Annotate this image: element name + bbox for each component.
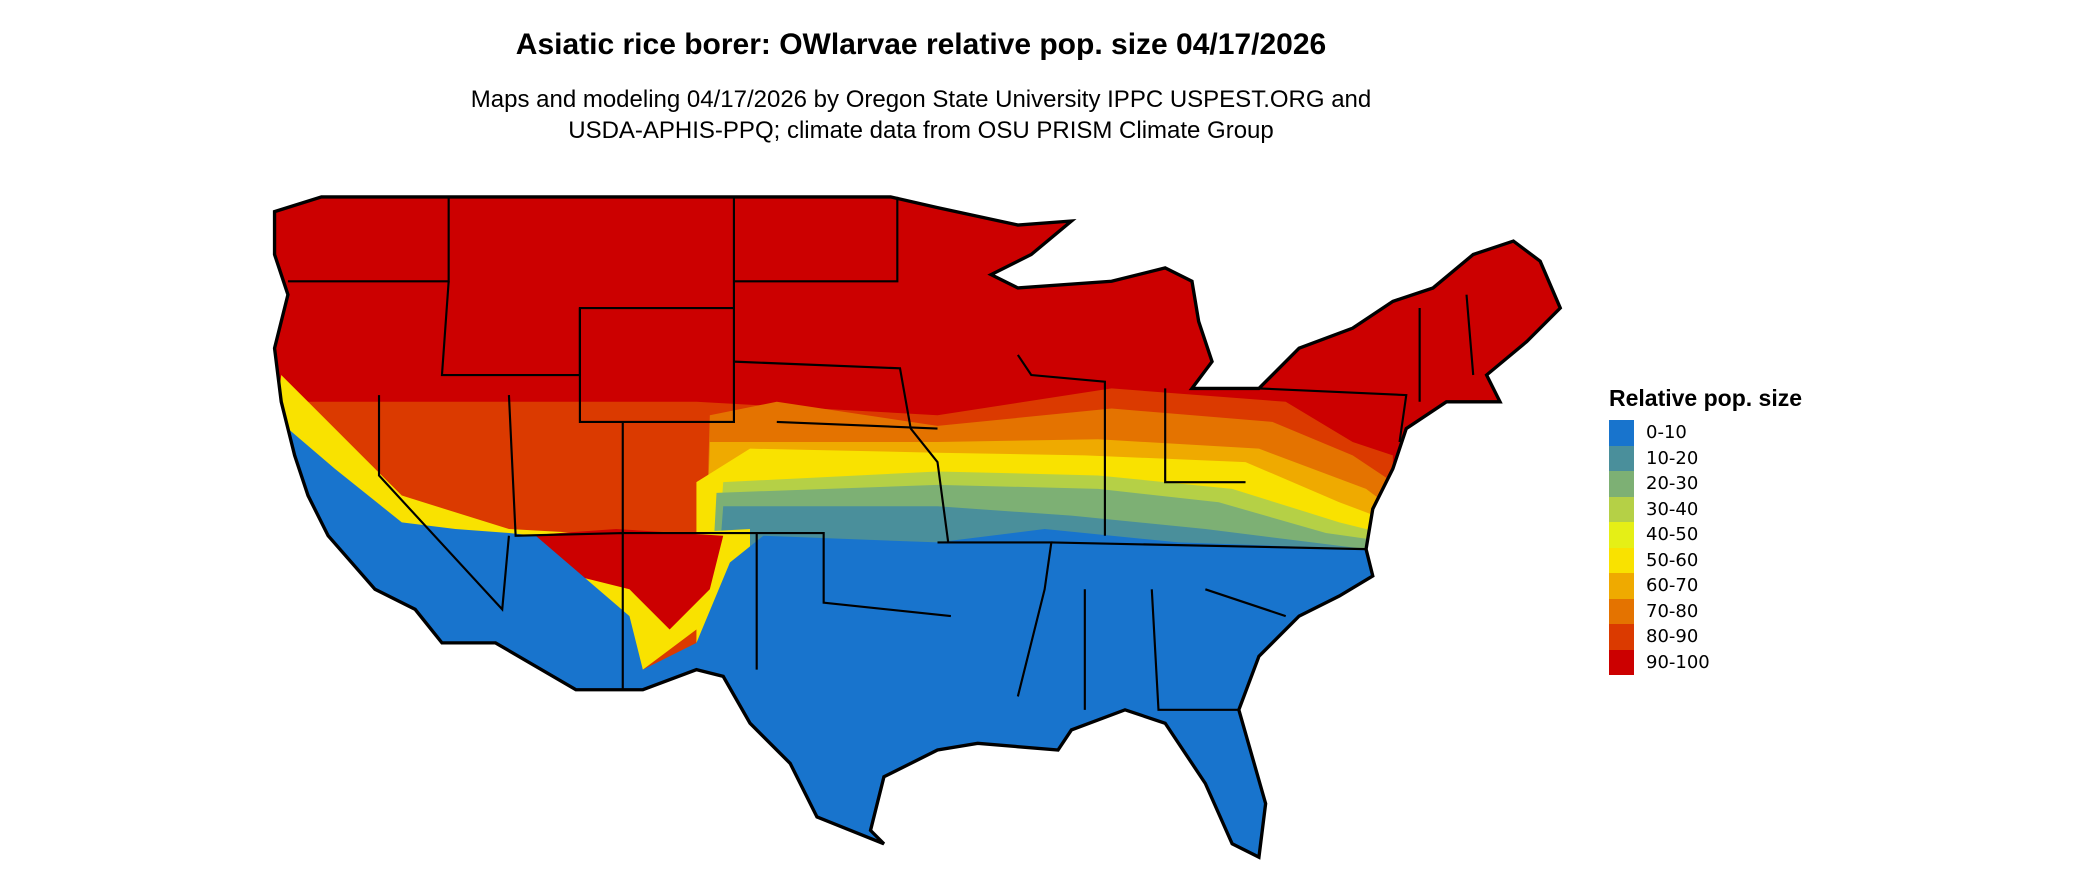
- legend-swatch: [1609, 598, 1634, 624]
- map-title: Asiatic rice borer: OWlarvae relative po…: [515, 28, 1327, 61]
- legend-label: 90-100: [1646, 651, 1710, 673]
- legend-label: 70-80: [1646, 600, 1699, 622]
- map-subtitle: Maps and modeling 04/17/2026 by Oregon S…: [0, 84, 1842, 146]
- legend-swatch: [1609, 522, 1634, 548]
- legend-title: Relative pop. size: [1609, 385, 1803, 411]
- legend-item: 30-40: [1609, 496, 1802, 522]
- legend-label: 20-30: [1646, 473, 1699, 495]
- legend-label: 60-70: [1646, 575, 1699, 597]
- legend-swatch: [1609, 624, 1634, 650]
- legend-item: 60-70: [1609, 573, 1802, 599]
- legend-label: 50-60: [1646, 549, 1699, 571]
- legend-item: 50-60: [1609, 547, 1802, 573]
- legend-label: 80-90: [1646, 626, 1699, 648]
- legend-item: 10-20: [1609, 445, 1802, 471]
- legend-label: 10-20: [1646, 447, 1699, 469]
- legend-swatch: [1609, 573, 1634, 599]
- legend-swatch: [1609, 420, 1634, 446]
- zone-southwest-transition: [274, 375, 750, 670]
- legend-item: 80-90: [1609, 624, 1802, 650]
- state-borders: [287, 196, 1475, 711]
- legend-swatch: [1609, 445, 1634, 471]
- legend-item: 20-30: [1609, 471, 1802, 497]
- legend-item: 40-50: [1609, 522, 1802, 548]
- legend-swatch: [1609, 496, 1634, 522]
- legend-item: 90-100: [1609, 649, 1802, 675]
- legend-label: 0-10: [1646, 422, 1687, 444]
- legend-label: 40-50: [1646, 524, 1699, 546]
- legend-swatch: [1609, 649, 1634, 675]
- legend-item: 0-10: [1609, 420, 1802, 446]
- legend-label: 30-40: [1646, 498, 1699, 520]
- subtitle-line-2: USDA-APHIS-PPQ; climate data from OSU PR…: [568, 117, 1274, 144]
- map-legend: Relative pop. size 0-10 10-20 20-30 30-40 40…: [1609, 385, 1802, 675]
- legend-swatch: [1609, 471, 1634, 497]
- legend-swatch: [1609, 547, 1634, 573]
- legend-items: 0-10 10-20 20-30 30-40 40-50 50-60 60-70 70-80 8…: [1609, 420, 1802, 675]
- subtitle-line-1: Maps and modeling 04/17/2026 by Oregon S…: [470, 86, 1372, 113]
- legend-item: 70-80: [1609, 598, 1802, 624]
